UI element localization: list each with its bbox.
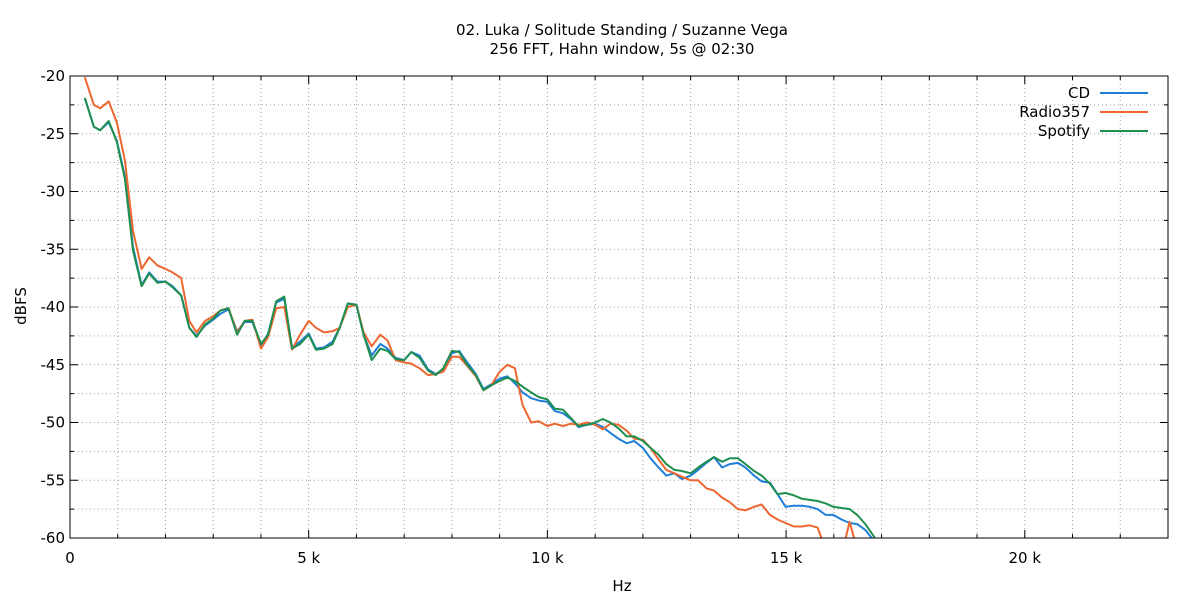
chart-title: 02. Luka / Solitude Standing / Suzanne V… — [456, 21, 788, 39]
y-tick-label: -25 — [41, 125, 66, 143]
x-tick-label: 20 k — [1009, 549, 1042, 567]
grid-lines — [70, 76, 1168, 538]
x-tick-label: 15 k — [770, 549, 803, 567]
legend-label: Spotify — [1038, 122, 1090, 140]
y-tick-label: -50 — [41, 414, 66, 432]
y-tick-label: -55 — [41, 471, 66, 489]
x-tick-label: 5 k — [297, 549, 320, 567]
x-axis-label: Hz — [612, 577, 631, 595]
y-tick-label: -45 — [41, 356, 66, 374]
y-tick-label: -40 — [41, 298, 66, 316]
legend-label: Radio357 — [1019, 103, 1090, 121]
y-tick-label: -35 — [41, 240, 66, 258]
x-tick-label: 0 — [65, 549, 75, 567]
y-tick-label: -60 — [41, 529, 66, 547]
axis-ticks: 0 5 k 10 k 15 k 20 k -20 -25 -30 -35 -40 -45 -50 -55… — [41, 67, 1168, 567]
chart-subtitle: 256 FFT, Hahn window, 5s @ 02:30 — [490, 40, 755, 58]
series-line-radio357 — [83, 76, 856, 538]
series-line-spotify — [83, 97, 876, 538]
legend-label: CD — [1068, 84, 1090, 102]
series-lines — [83, 76, 876, 538]
y-axis-label: dBFS — [12, 287, 30, 325]
y-tick-label: -20 — [41, 67, 66, 85]
x-tick-label: 10 k — [531, 549, 564, 567]
y-tick-label: -30 — [41, 183, 66, 201]
